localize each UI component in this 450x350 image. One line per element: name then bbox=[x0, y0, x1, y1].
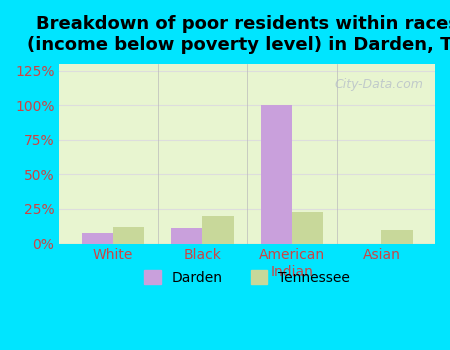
Bar bbox=[261, 105, 292, 244]
Bar bbox=[82, 232, 113, 244]
Text: City-Data.com: City-Data.com bbox=[335, 78, 424, 91]
Bar bbox=[113, 227, 144, 244]
Legend: Darden, Tennessee: Darden, Tennessee bbox=[139, 265, 356, 290]
Title: Breakdown of poor residents within races
(income below poverty level) in Darden,: Breakdown of poor residents within races… bbox=[27, 15, 450, 54]
Bar bbox=[381, 230, 413, 244]
Bar bbox=[292, 212, 323, 244]
Bar bbox=[171, 228, 202, 244]
Bar bbox=[202, 216, 234, 244]
